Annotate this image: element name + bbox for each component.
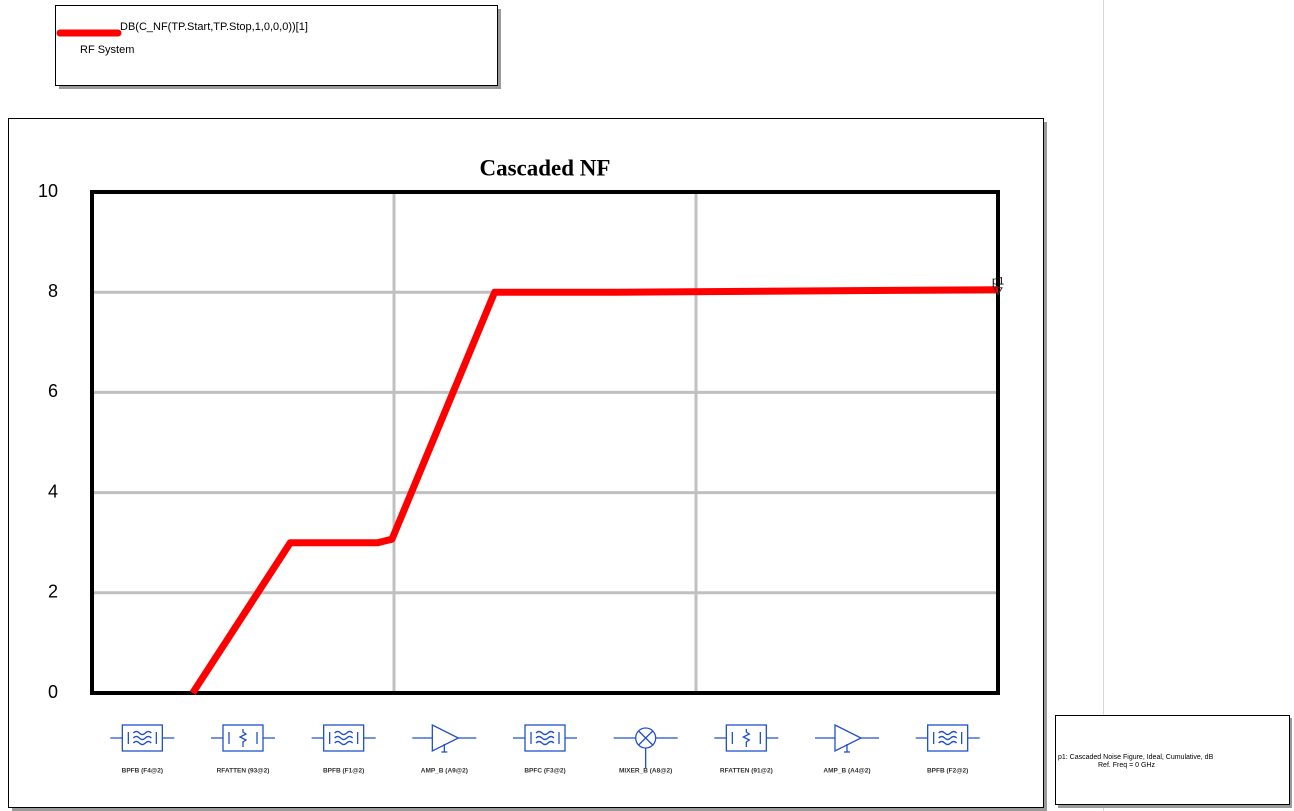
icon-wave [535, 735, 555, 741]
component-label: BPFB (F4@2) [122, 768, 163, 775]
icon-wave [334, 740, 354, 746]
component-icon [110, 724, 175, 752]
y-tick-label: 10 [38, 181, 58, 201]
icon-squiggle [238, 729, 248, 747]
marker-symbol [993, 287, 1003, 296]
component-label: RFATTEN (93@2) [217, 768, 270, 775]
component-label: AMP_B (A9@2) [421, 768, 468, 775]
icon-wave [334, 735, 354, 741]
legend-source: RF System [80, 44, 134, 56]
chart-frame [8, 118, 1044, 808]
icon-wave [938, 735, 958, 741]
data-line [189, 286, 999, 695]
component-label: BPFB (F1@2) [323, 768, 364, 775]
icon-wave [132, 735, 152, 741]
y-tick-label: 2 [48, 582, 58, 602]
y-tick-label: 8 [48, 281, 58, 301]
component-label: MIXER_B (A8@2) [619, 768, 672, 775]
component-label: BPFC (F3@2) [524, 768, 565, 775]
icon-wave [535, 740, 555, 746]
icon-x [638, 730, 654, 746]
icon-box [524, 724, 566, 752]
icon-wave [334, 730, 354, 736]
marker-label: p1 [992, 276, 1004, 288]
component-icon [211, 724, 275, 752]
component-icon [613, 727, 678, 768]
icon-wave [132, 730, 152, 736]
icon-wave [132, 740, 152, 746]
legend-label: DB(C_NF(TP.Start,TP.Stop,1,0,0,0))[1] [120, 21, 308, 33]
icon-wave [938, 730, 958, 736]
component-icon [815, 723, 879, 753]
icon-box [323, 724, 365, 752]
component-label: RFATTEN (91@2) [720, 768, 773, 775]
icon-triangle [431, 723, 460, 753]
component-icon [915, 724, 980, 752]
icon-triangle [834, 723, 863, 753]
note-line: p1: Cascaded Noise Figure, Ideal, Cumula… [1058, 754, 1214, 761]
icon-wave [535, 730, 555, 736]
y-tick-label: 0 [48, 682, 58, 702]
component-icon [513, 724, 577, 752]
y-tick-label: 6 [48, 381, 58, 401]
icon-squiggle [741, 729, 751, 747]
component-icon [412, 723, 477, 753]
y-tick-label: 4 [48, 481, 58, 501]
component-icon [311, 724, 376, 752]
note-box [1055, 715, 1290, 805]
component-icon [714, 724, 779, 752]
component-label: AMP_B (A4@2) [823, 768, 870, 775]
note-line: Ref. Freq = 0 GHz [1098, 762, 1155, 769]
icon-wave [938, 740, 958, 746]
legend-box [55, 5, 498, 86]
icon-box [121, 724, 163, 752]
plot-border [90, 190, 1000, 695]
component-label: BPFB (F2@2) [927, 768, 968, 775]
icon-box [927, 724, 969, 752]
chart-title: Cascaded NF [480, 155, 611, 180]
